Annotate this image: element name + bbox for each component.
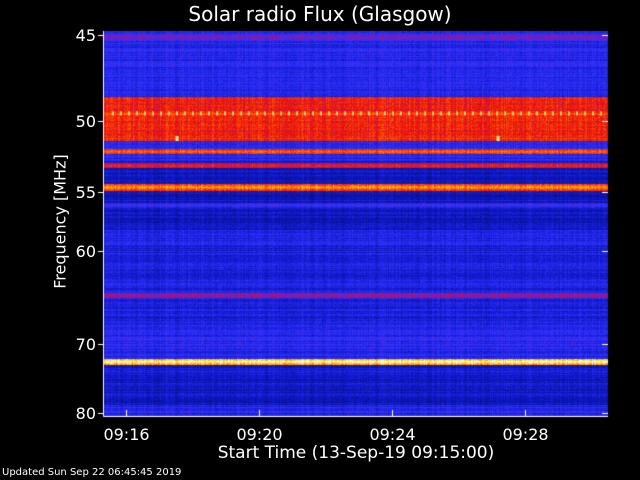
- y-tick-label: 50: [75, 111, 96, 131]
- updated-timestamp: Updated Sun Sep 22 06:45:45 2019: [2, 467, 182, 478]
- y-tick-label: 60: [75, 241, 96, 261]
- y-tick-label: 70: [75, 334, 96, 354]
- x-axis-label: Start Time (13-Sep-19 09:15:00): [217, 443, 495, 463]
- x-tick-label: 09:28: [502, 425, 549, 444]
- x-tick-label: 09:16: [103, 425, 150, 444]
- y-tick-label: 55: [75, 182, 96, 202]
- x-tick-label: 09:24: [369, 425, 416, 444]
- y-tick-label: 80: [75, 403, 96, 423]
- y-tick-label: 45: [75, 25, 96, 45]
- chart-title: Solar radio Flux (Glasgow): [188, 2, 452, 26]
- y-axis-label: Frequency [MHz]: [50, 154, 70, 289]
- x-tick-label: 09:20: [236, 425, 283, 444]
